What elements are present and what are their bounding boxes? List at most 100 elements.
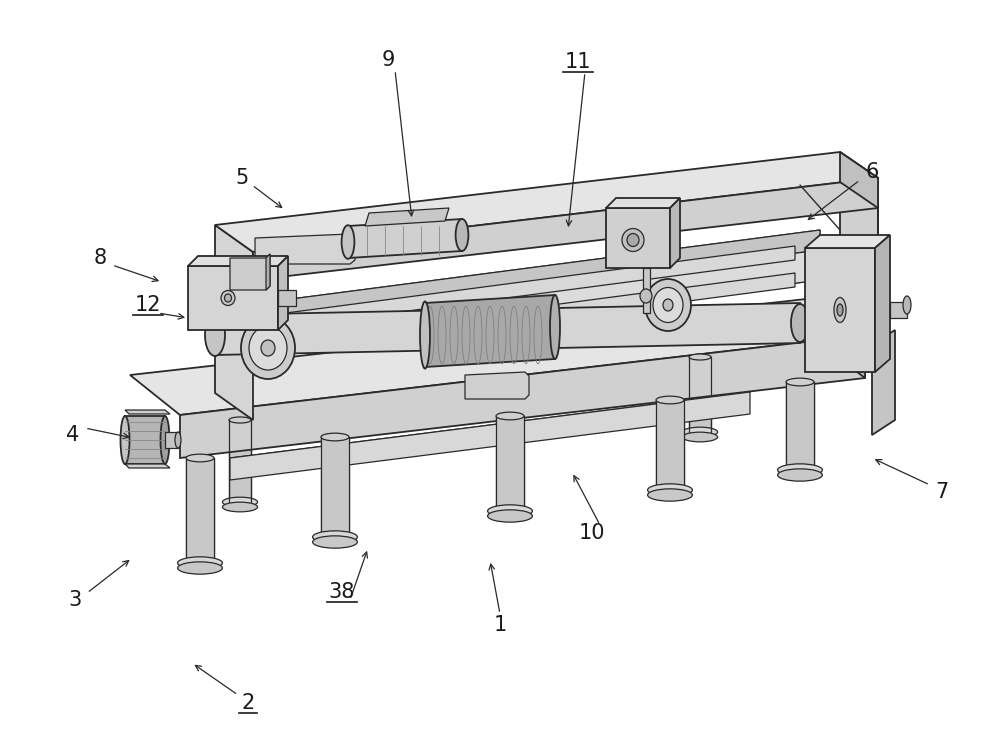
Polygon shape [465, 372, 529, 399]
Ellipse shape [221, 291, 235, 305]
Text: 6: 6 [865, 162, 879, 182]
Text: 10: 10 [579, 523, 605, 543]
Polygon shape [188, 256, 288, 266]
Ellipse shape [903, 296, 911, 314]
Text: 38: 38 [329, 582, 355, 602]
Ellipse shape [205, 314, 225, 356]
Ellipse shape [682, 432, 718, 442]
Polygon shape [786, 382, 814, 470]
Ellipse shape [222, 502, 258, 512]
Polygon shape [215, 225, 253, 420]
Polygon shape [890, 302, 907, 318]
Text: 2: 2 [241, 693, 255, 713]
Text: 1: 1 [493, 615, 507, 635]
Ellipse shape [160, 416, 170, 464]
Ellipse shape [656, 396, 684, 404]
Polygon shape [125, 416, 165, 464]
Ellipse shape [627, 233, 639, 247]
Text: 8: 8 [93, 248, 107, 268]
Polygon shape [245, 230, 820, 325]
Ellipse shape [786, 378, 814, 386]
Polygon shape [245, 230, 820, 355]
Ellipse shape [837, 304, 843, 316]
Polygon shape [689, 357, 711, 432]
Ellipse shape [178, 557, 222, 569]
Polygon shape [215, 303, 800, 355]
Ellipse shape [640, 289, 652, 303]
Polygon shape [215, 152, 878, 252]
Text: 11: 11 [565, 52, 591, 72]
Polygon shape [245, 250, 820, 355]
Polygon shape [253, 178, 878, 280]
Polygon shape [840, 152, 878, 360]
Ellipse shape [342, 225, 354, 259]
Polygon shape [496, 416, 524, 511]
Polygon shape [278, 290, 296, 306]
Text: 7: 7 [935, 482, 949, 502]
Polygon shape [643, 268, 650, 313]
Polygon shape [606, 208, 670, 268]
Polygon shape [125, 410, 170, 414]
Ellipse shape [645, 279, 691, 331]
Polygon shape [348, 219, 462, 258]
Polygon shape [805, 235, 890, 248]
Ellipse shape [178, 562, 222, 574]
Ellipse shape [488, 504, 532, 517]
Polygon shape [425, 295, 555, 367]
Ellipse shape [496, 412, 524, 420]
Text: 5: 5 [235, 168, 249, 188]
Ellipse shape [834, 297, 846, 322]
Polygon shape [321, 437, 349, 537]
Text: 9: 9 [381, 50, 395, 70]
Polygon shape [248, 273, 795, 359]
Polygon shape [125, 464, 170, 468]
Ellipse shape [313, 536, 357, 548]
Polygon shape [840, 152, 878, 208]
Polygon shape [815, 298, 865, 378]
Polygon shape [255, 234, 355, 264]
Ellipse shape [249, 326, 287, 370]
Polygon shape [230, 392, 750, 480]
Ellipse shape [120, 416, 130, 464]
Ellipse shape [682, 427, 718, 437]
Ellipse shape [175, 432, 181, 448]
Polygon shape [266, 254, 270, 290]
Ellipse shape [689, 354, 711, 360]
Polygon shape [656, 400, 684, 490]
Polygon shape [805, 248, 875, 372]
Ellipse shape [222, 497, 258, 507]
Polygon shape [606, 198, 680, 208]
Ellipse shape [778, 464, 822, 476]
Polygon shape [248, 246, 795, 332]
Ellipse shape [321, 433, 349, 441]
Polygon shape [875, 235, 890, 372]
Ellipse shape [224, 294, 232, 302]
Polygon shape [230, 254, 270, 290]
Ellipse shape [648, 489, 692, 502]
Polygon shape [188, 266, 278, 330]
Ellipse shape [186, 454, 214, 462]
Ellipse shape [229, 417, 251, 423]
Polygon shape [365, 208, 449, 226]
Ellipse shape [648, 484, 692, 496]
Ellipse shape [778, 469, 822, 481]
Polygon shape [186, 458, 214, 563]
Polygon shape [670, 198, 680, 268]
Text: 12: 12 [135, 295, 161, 315]
Polygon shape [130, 298, 865, 415]
Polygon shape [165, 432, 178, 448]
Text: 4: 4 [66, 425, 80, 445]
Ellipse shape [313, 531, 357, 543]
Ellipse shape [663, 299, 673, 311]
Ellipse shape [420, 302, 430, 369]
Polygon shape [229, 420, 251, 502]
Ellipse shape [456, 219, 468, 251]
Polygon shape [180, 335, 865, 458]
Ellipse shape [653, 288, 683, 322]
Ellipse shape [261, 340, 275, 356]
Polygon shape [872, 330, 895, 435]
Ellipse shape [241, 317, 295, 379]
Text: 3: 3 [68, 590, 82, 610]
Ellipse shape [488, 510, 532, 522]
Ellipse shape [622, 229, 644, 251]
